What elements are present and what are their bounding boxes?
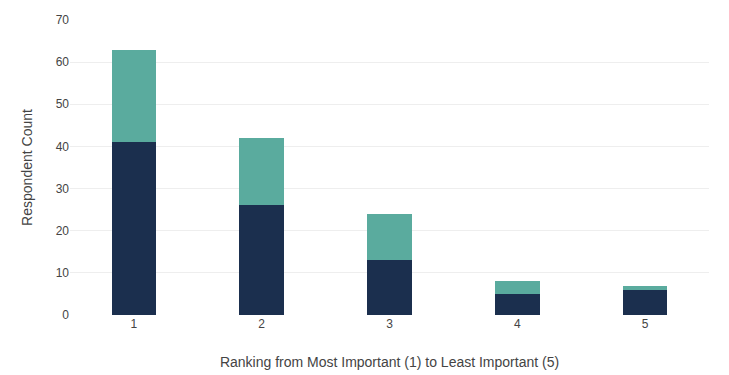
svg-text:0: 0 — [62, 308, 69, 322]
svg-text:2: 2 — [258, 317, 265, 331]
svg-text:20: 20 — [56, 224, 70, 238]
svg-text:Ranking from Most Important (1: Ranking from Most Important (1) to Least… — [220, 354, 559, 370]
svg-text:1: 1 — [131, 317, 138, 331]
svg-text:50: 50 — [56, 97, 70, 111]
svg-text:10: 10 — [56, 266, 70, 280]
svg-text:30: 30 — [56, 182, 70, 196]
svg-text:70: 70 — [56, 13, 70, 27]
svg-text:60: 60 — [56, 55, 70, 69]
svg-text:40: 40 — [56, 140, 70, 154]
svg-text:4: 4 — [514, 317, 521, 331]
svg-text:Respondent Count: Respondent Count — [19, 109, 35, 226]
svg-text:5: 5 — [642, 317, 649, 331]
svg-text:3: 3 — [386, 317, 393, 331]
